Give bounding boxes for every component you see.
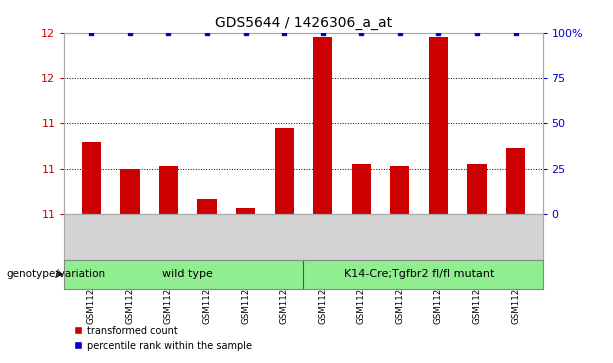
Bar: [506, 148, 525, 214]
Bar: [159, 166, 178, 214]
Bar: [352, 164, 371, 214]
Bar: [197, 199, 216, 214]
Text: wild type: wild type: [162, 269, 213, 279]
Title: GDS5644 / 1426306_a_at: GDS5644 / 1426306_a_at: [215, 16, 392, 30]
Bar: [467, 164, 487, 214]
Bar: [313, 37, 332, 214]
Bar: [428, 37, 448, 214]
Bar: [236, 208, 255, 214]
Text: genotype/variation: genotype/variation: [6, 269, 105, 279]
Text: K14-Cre;Tgfbr2 fl/fl mutant: K14-Cre;Tgfbr2 fl/fl mutant: [344, 269, 494, 279]
Bar: [390, 166, 409, 214]
Bar: [82, 142, 101, 214]
Bar: [275, 128, 294, 214]
Legend: transformed count, percentile rank within the sample: transformed count, percentile rank withi…: [69, 322, 256, 355]
Bar: [120, 169, 140, 214]
